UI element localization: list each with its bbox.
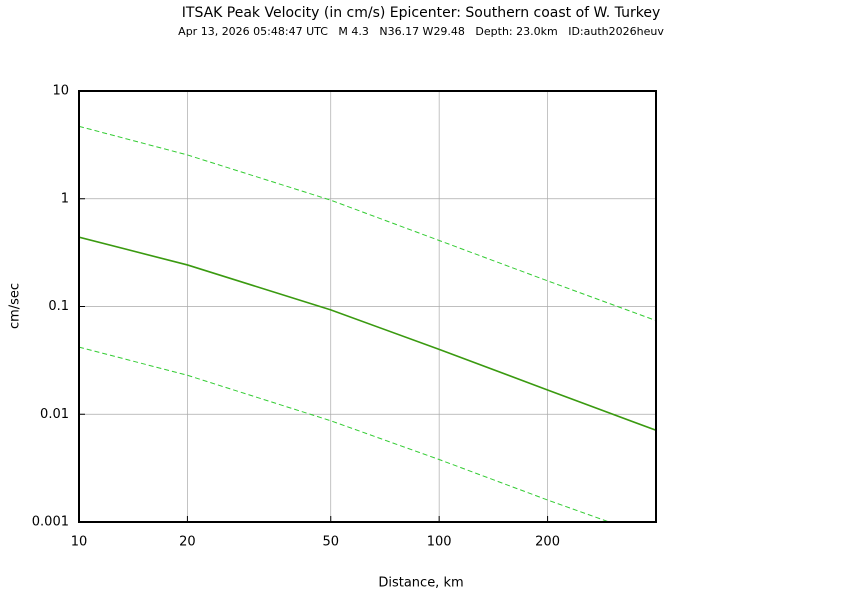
- plot-frame: [78, 90, 657, 523]
- y-tick-label: 1: [61, 191, 69, 206]
- plot-area: [79, 125, 656, 522]
- x-axis-label: Distance, km: [378, 576, 463, 591]
- x-tick-label: 50: [322, 535, 339, 550]
- y-axis-label: cm/sec: [8, 283, 23, 329]
- y-tick-label: 10: [52, 84, 69, 99]
- line-series: [79, 236, 656, 432]
- x-tick-label: 20: [179, 535, 196, 550]
- x-tick-label: 100: [427, 535, 452, 550]
- y-tick-label: 0.001: [32, 515, 69, 530]
- x-tick-label: 10: [71, 535, 88, 550]
- grid: [78, 90, 656, 523]
- y-tick-label: 0.1: [48, 299, 69, 314]
- line-series: [79, 125, 656, 322]
- chart-title: ITSAK Peak Velocity (in cm/s) Epicenter:…: [182, 5, 660, 21]
- y-tick-label: 0.01: [40, 407, 69, 422]
- line-series: [79, 346, 611, 522]
- chart-subtitle: Apr 13, 2026 05:48:47 UTC M 4.3 N36.17 W…: [178, 25, 664, 38]
- x-tick-label: 200: [535, 535, 560, 550]
